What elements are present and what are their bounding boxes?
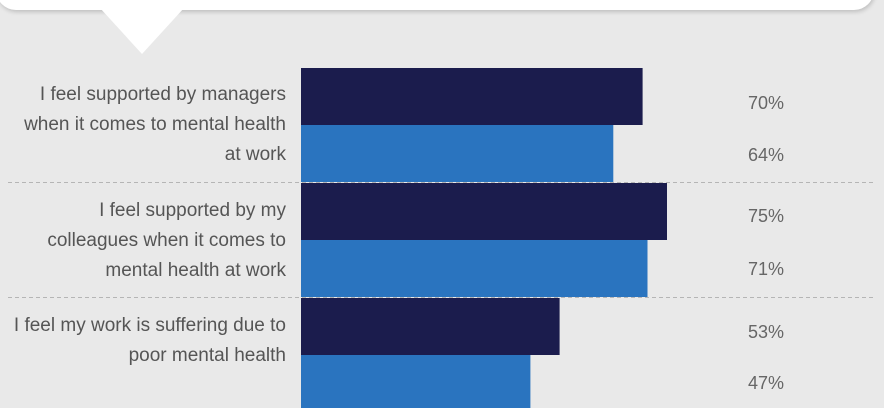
bar-work-suffering-light xyxy=(301,355,531,408)
value-label-managers-dark: 70% xyxy=(748,93,785,113)
callout-pointer xyxy=(100,8,184,54)
value-label-managers-light: 64% xyxy=(748,145,785,165)
bar-managers-dark xyxy=(301,68,643,125)
value-label-work-suffering-dark: 53% xyxy=(748,322,785,342)
value-label-colleagues-light: 71% xyxy=(748,259,785,279)
bar-work-suffering-dark xyxy=(301,298,560,355)
callout-box xyxy=(0,0,874,10)
bar-colleagues-light xyxy=(301,240,648,297)
category-label-managers: I feel supported by managers when it com… xyxy=(24,84,286,165)
bar-colleagues-dark xyxy=(301,183,667,240)
category-label-work-suffering: I feel my work is suffering due to poor … xyxy=(13,315,286,366)
category-label-colleagues: I feel supported by my colleagues when i… xyxy=(47,200,286,281)
value-label-colleagues-dark: 75% xyxy=(748,206,785,226)
value-label-work-suffering-light: 47% xyxy=(748,373,785,393)
bar-managers-light xyxy=(301,125,614,182)
